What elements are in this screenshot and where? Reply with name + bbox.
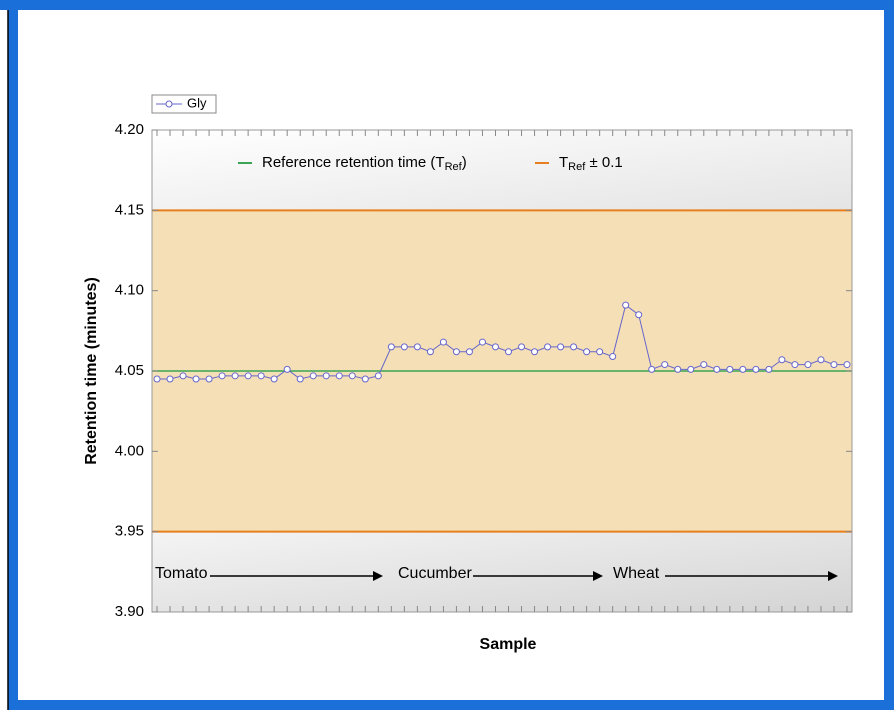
data-point xyxy=(700,361,708,369)
y-tick-label: 3.95 xyxy=(115,523,144,540)
plot-bg-bottom xyxy=(152,531,852,612)
data-point xyxy=(830,361,838,369)
data-point xyxy=(192,375,200,383)
data-point xyxy=(270,375,278,383)
data-point xyxy=(231,372,239,380)
legend-label: Gly xyxy=(187,95,207,110)
data-point xyxy=(544,343,552,351)
data-point xyxy=(348,372,356,380)
data-point xyxy=(335,372,343,380)
data-point xyxy=(452,348,460,356)
group-label: Tomato xyxy=(155,565,208,582)
data-point xyxy=(374,372,382,380)
data-point xyxy=(400,343,408,351)
data-point xyxy=(674,365,682,373)
data-point xyxy=(570,343,578,351)
data-point xyxy=(804,361,812,369)
data-point xyxy=(817,356,825,364)
data-point xyxy=(778,356,786,364)
y-tick-label: 4.00 xyxy=(115,442,144,459)
data-point xyxy=(752,365,760,373)
data-point xyxy=(491,343,499,351)
x-axis-label: Sample xyxy=(480,636,537,653)
data-point xyxy=(596,348,604,356)
data-point xyxy=(505,348,513,356)
data-point xyxy=(531,348,539,356)
legend-marker xyxy=(165,100,173,108)
data-point xyxy=(661,361,669,369)
data-point xyxy=(518,343,526,351)
left-edge xyxy=(0,10,8,710)
data-point xyxy=(635,311,643,319)
data-point xyxy=(257,372,265,380)
data-point xyxy=(153,375,161,383)
data-point xyxy=(361,375,369,383)
data-point xyxy=(322,372,330,380)
data-point xyxy=(439,338,447,346)
data-point xyxy=(726,365,734,373)
data-point xyxy=(205,375,213,383)
data-point xyxy=(309,372,317,380)
data-point xyxy=(843,361,851,369)
legend-box xyxy=(151,94,217,114)
y-tick-label: 4.15 xyxy=(115,201,144,218)
data-point xyxy=(791,361,799,369)
data-point xyxy=(739,365,747,373)
y-tick-label: 4.10 xyxy=(115,282,144,299)
group-label: Cucumber xyxy=(398,565,472,582)
data-point xyxy=(478,338,486,346)
y-tick-label: 4.20 xyxy=(115,121,144,138)
reference-legend-label: Reference retention time (TRef) xyxy=(262,154,467,173)
band-legend-label: TRef ± 0.1 xyxy=(559,154,623,173)
data-point xyxy=(218,372,226,380)
data-point xyxy=(465,348,473,356)
data-point xyxy=(648,365,656,373)
data-point xyxy=(713,365,721,373)
group-arrowhead xyxy=(593,571,603,581)
y-axis-label: Retention time (minutes) xyxy=(83,277,100,465)
data-point xyxy=(179,372,187,380)
data-point xyxy=(765,365,773,373)
data-point xyxy=(296,375,304,383)
data-point xyxy=(622,301,630,309)
data-point xyxy=(687,365,695,373)
y-tick-label: 4.05 xyxy=(115,362,144,379)
group-arrowhead xyxy=(828,571,838,581)
data-point xyxy=(583,348,591,356)
data-point xyxy=(413,343,421,351)
group-arrowhead xyxy=(373,571,383,581)
y-tick-label: 3.90 xyxy=(115,603,144,620)
group-label: Wheat xyxy=(613,565,660,582)
data-point xyxy=(283,365,291,373)
data-point xyxy=(609,353,617,361)
plot-bg-top xyxy=(152,130,852,211)
data-point xyxy=(557,343,565,351)
data-point xyxy=(426,348,434,356)
data-point xyxy=(387,343,395,351)
data-point xyxy=(166,375,174,383)
data-point xyxy=(244,372,252,380)
